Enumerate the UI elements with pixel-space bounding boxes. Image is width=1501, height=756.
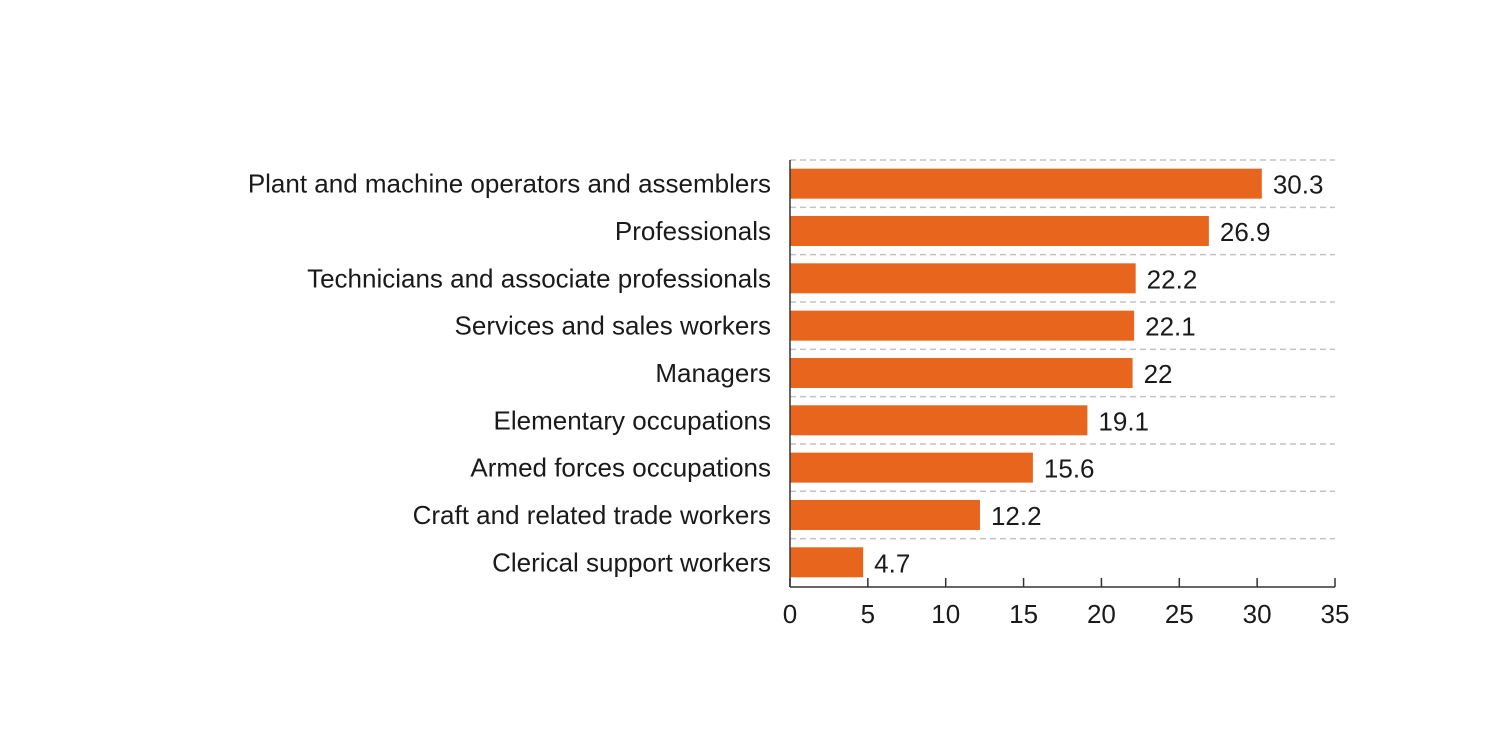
axes — [789, 160, 1336, 588]
bar — [790, 499, 980, 530]
x-tick-label: 25 — [1165, 599, 1194, 629]
category-label: Armed forces occupations — [470, 453, 771, 483]
category-label: Technicians and associate professionals — [307, 263, 771, 293]
x-tick-label: 20 — [1087, 599, 1116, 629]
data-label: 22.2 — [1147, 264, 1198, 294]
bar — [790, 310, 1135, 341]
bar — [790, 452, 1033, 483]
x-tick-label: 10 — [931, 599, 960, 629]
data-label: 12.2 — [991, 501, 1042, 531]
bars — [790, 168, 1262, 578]
category-label: Managers — [655, 358, 771, 388]
category-label: Services and sales workers — [455, 311, 771, 341]
category-label: Professionals — [615, 216, 771, 246]
labels: Plant and machine operators and assemble… — [248, 169, 1350, 629]
category-label: Craft and related trade workers — [413, 500, 771, 530]
bar — [790, 547, 864, 578]
grid-lines — [790, 159, 1335, 540]
bar — [790, 263, 1136, 294]
x-tick-label: 15 — [1009, 599, 1038, 629]
data-label: 22.1 — [1145, 312, 1196, 342]
x-tick-label: 35 — [1321, 599, 1350, 629]
bar — [790, 405, 1088, 436]
bar — [790, 168, 1262, 199]
data-label: 26.9 — [1220, 217, 1271, 247]
data-label: 30.3 — [1273, 170, 1324, 200]
data-label: 15.6 — [1044, 454, 1095, 484]
bar — [790, 357, 1133, 388]
data-label: 22 — [1144, 359, 1173, 389]
category-label: Clerical support workers — [492, 547, 771, 577]
category-label: Elementary occupations — [494, 405, 771, 435]
data-label: 19.1 — [1098, 406, 1149, 436]
x-tick-label: 30 — [1243, 599, 1272, 629]
data-label: 4.7 — [874, 548, 910, 578]
bar — [790, 215, 1209, 246]
category-label: Plant and machine operators and assemble… — [248, 169, 771, 199]
x-tick-label: 5 — [861, 599, 875, 629]
x-tick-label: 0 — [783, 599, 797, 629]
